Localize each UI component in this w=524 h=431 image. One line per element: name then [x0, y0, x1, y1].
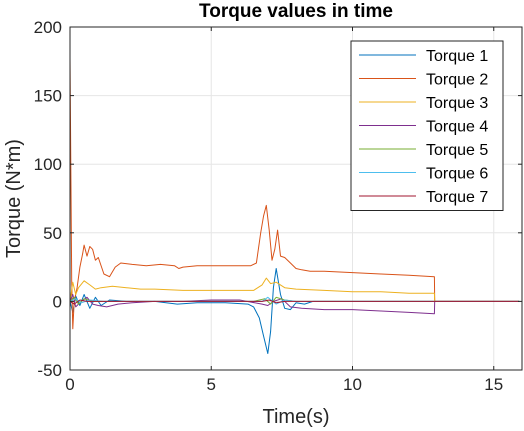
series-line-torque-4 — [69, 294, 520, 315]
legend: Torque 1 Torque 2 Torque 3 Torque 4 Torque 5… — [350, 40, 504, 211]
legend-label: Torque 1 — [426, 48, 488, 65]
legend-label: Torque 4 — [426, 119, 488, 136]
y-tick-label: 200 — [34, 18, 62, 37]
y-tick-label: 0 — [53, 292, 62, 311]
axes-box — [69, 26, 523, 371]
y-tick-label: 50 — [43, 224, 62, 243]
series-line-torque-2 — [69, 57, 520, 330]
legend-label: Torque 5 — [426, 142, 488, 159]
x-tick-label: 15 — [484, 375, 503, 394]
legend-label: Torque 3 — [426, 95, 488, 112]
x-tick-label: 0 — [65, 375, 74, 394]
series-line-torque-3 — [69, 277, 520, 302]
series-line-torque-1 — [69, 268, 520, 354]
x-tick-label: 5 — [207, 375, 216, 394]
y-tick-label: -50 — [37, 361, 62, 380]
legend-label: Torque 6 — [426, 166, 488, 183]
series-line-torque-6 — [69, 296, 520, 305]
series-lines — [69, 57, 520, 354]
x-tick-label: 10 — [343, 375, 362, 394]
y-tick-label: 150 — [34, 87, 62, 106]
series-line-torque-5 — [69, 296, 520, 305]
y-tick-label: 100 — [34, 155, 62, 174]
y-axis-label: Torque (N*m) — [3, 139, 25, 258]
legend-label: Torque 7 — [426, 189, 488, 206]
series-line-torque-7 — [69, 299, 520, 305]
legend-label: Torque 2 — [426, 72, 488, 89]
x-axis-label: Time(s) — [262, 406, 329, 428]
chart-title: Torque values in time — [199, 1, 393, 22]
